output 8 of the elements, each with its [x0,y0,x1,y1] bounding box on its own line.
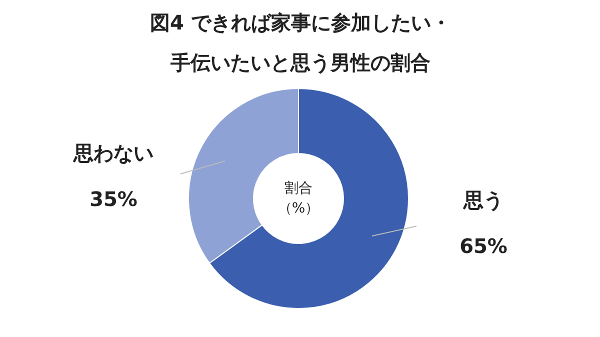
slice-label: 思わない [72,140,154,165]
data-label: 35% [90,186,138,211]
slice-label: 思う [462,188,504,212]
text: （%） [278,200,320,216]
text: 割合 [284,180,312,196]
chart-subtitle: 手伝いたいと思う男性の割合 [170,50,430,74]
chart-title: 図4 できれば家事に参加したい・ [150,10,451,34]
data-label: 65% [460,234,508,258]
